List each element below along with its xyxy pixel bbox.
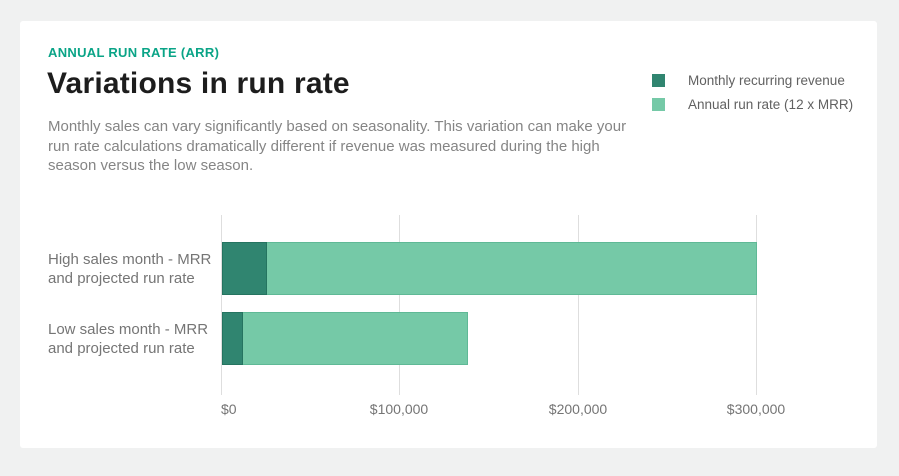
category-label: Low sales month - MRR and projected run r… (48, 320, 209, 357)
x-axis-tick-label: $200,000 (548, 401, 608, 417)
gridline (756, 215, 757, 395)
x-axis: $0 $100,000 $200,000 $300,000 (221, 401, 849, 421)
plot-area (221, 215, 849, 395)
legend-item: Monthly recurring revenue (652, 68, 853, 92)
bar-annual-run-rate (222, 242, 757, 295)
gridline (399, 215, 400, 395)
legend-item: Annual run rate (12 x MRR) (652, 92, 853, 116)
legend-swatch-mrr (652, 73, 665, 87)
description-text: Monthly sales can vary significantly bas… (48, 118, 627, 174)
eyebrow-label: ANNUAL RUN RATE (ARR) (48, 45, 220, 60)
x-axis-tick-label: $100,000 (369, 401, 429, 417)
legend-item-label: Monthly recurring revenue (688, 72, 845, 88)
legend-item-label: Annual run rate (12 x MRR) (688, 96, 854, 112)
bar-annual-run-rate (222, 312, 468, 365)
chart-card: ANNUAL RUN RATE (ARR) Variations in run … (20, 21, 877, 448)
bar-monthly-recurring-revenue (222, 312, 243, 365)
category-label: High sales month - MRR and projected run … (48, 250, 212, 287)
bar-monthly-recurring-revenue (222, 242, 267, 295)
legend-swatch-arr (652, 97, 665, 111)
gridline (221, 215, 222, 395)
gridline (578, 215, 579, 395)
x-axis-tick-label: $0 (221, 401, 237, 417)
legend: Monthly recurring revenue Annual run rate… (652, 68, 853, 116)
page-title: Variations in run rate (47, 67, 350, 100)
x-axis-tick-label: $300,000 (726, 401, 786, 417)
